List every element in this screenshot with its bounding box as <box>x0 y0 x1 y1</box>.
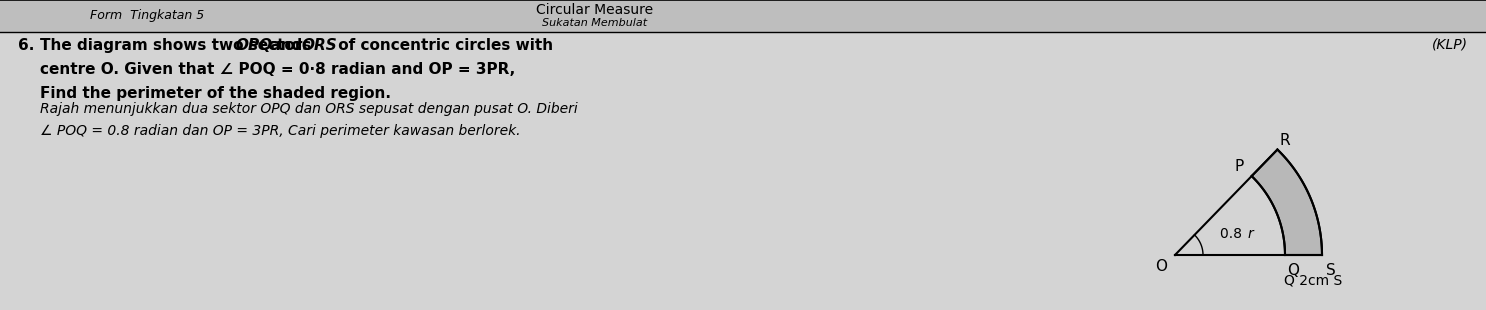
Bar <box>0 0 1486 32</box>
Text: Form  Tingkatan 5: Form Tingkatan 5 <box>91 10 204 23</box>
Text: Sukatan Membulat: Sukatan Membulat <box>542 18 646 28</box>
Text: Circular Measure: Circular Measure <box>536 3 652 17</box>
Text: O: O <box>1155 259 1167 274</box>
Text: (KLP): (KLP) <box>1433 38 1468 52</box>
Text: of concentric circles with: of concentric circles with <box>333 38 553 53</box>
Text: ∠ POQ = 0.8 radian dan OP = 3PR, Cari perimeter kawasan berlorek.: ∠ POQ = 0.8 radian dan OP = 3PR, Cari pe… <box>40 124 520 138</box>
Text: The diagram shows two sectors: The diagram shows two sectors <box>40 38 317 53</box>
Text: ORS: ORS <box>302 38 337 53</box>
Text: Q 2cm S: Q 2cm S <box>1284 273 1343 287</box>
Text: P: P <box>1235 159 1244 174</box>
Text: centre O. Given that ∠ POQ = 0·8 radian and OP = 3PR,: centre O. Given that ∠ POQ = 0·8 radian … <box>40 62 516 77</box>
Text: and: and <box>265 38 308 53</box>
Text: 6.: 6. <box>18 38 34 53</box>
Text: S: S <box>1326 263 1336 278</box>
Text: 0.8: 0.8 <box>1220 227 1247 241</box>
Text: Find the perimeter of the shaded region.: Find the perimeter of the shaded region. <box>40 86 391 101</box>
Text: r: r <box>1247 227 1253 241</box>
Polygon shape <box>1251 149 1323 255</box>
Text: R: R <box>1279 133 1290 148</box>
Text: Q: Q <box>1287 263 1299 278</box>
Text: Rajah menunjukkan dua sektor OPQ dan ORS sepusat dengan pusat O. Diberi: Rajah menunjukkan dua sektor OPQ dan ORS… <box>40 102 578 116</box>
Text: OPQ: OPQ <box>235 38 272 53</box>
